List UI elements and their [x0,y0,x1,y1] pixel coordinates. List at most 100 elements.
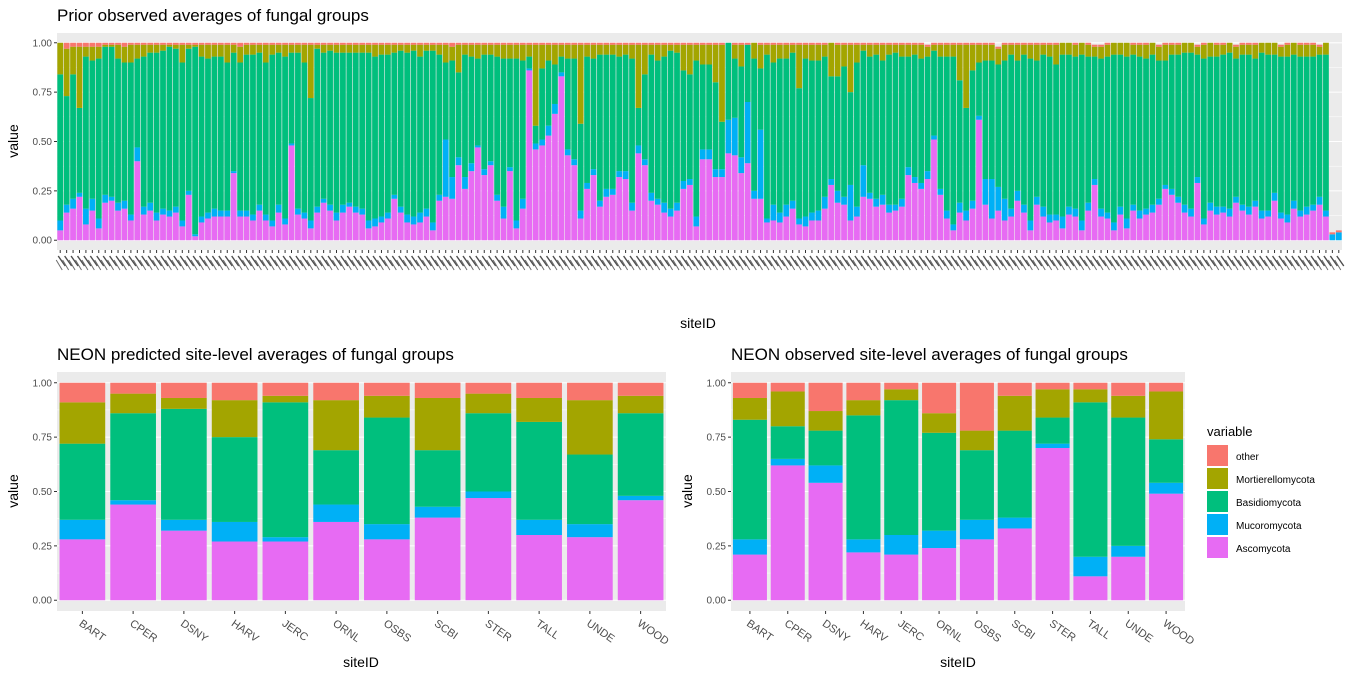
bar-segment-mortierellomycota [365,44,372,53]
bar-segment-basidiomycota [1207,56,1214,203]
bar-segment-mortierellomycota [110,393,156,414]
bar-segment-other [988,42,995,45]
bar-segment-mortierellomycota [943,44,950,57]
bar-segment-ascomycota [516,534,562,601]
bar-segment-mortierellomycota [1297,44,1304,57]
bar-segment-basidiomycota [847,92,854,185]
legend-key-mortierellomycota [1207,468,1228,489]
bar-segment-mucoromycota [327,204,333,211]
bar-segment-other [243,42,250,45]
x-tick-label-mark [494,255,503,267]
bar-segment-mucoromycota [1233,196,1239,203]
bar-segment-other [1168,42,1175,45]
bar-segment-mortierellomycota [719,44,725,122]
bar-segment-ascomycota [567,537,613,601]
bar-segment-mortierellomycota [674,44,680,53]
x-tick-label-mark [308,255,317,267]
bar-segment-mucoromycota [314,206,321,213]
bar-segment-basidiomycota [295,52,301,209]
bar-segment-mortierellomycota [161,397,207,409]
x-tick-label-mark [1218,259,1226,271]
bar-segment-other [884,382,919,390]
bar-segment-basidiomycota [1200,58,1207,219]
bar-segment-ascomycota [764,222,770,241]
bar-segment-other [1143,42,1149,45]
x-tick-label-mark [1162,255,1171,267]
bar-segment-other [83,42,89,47]
bar-segment-mortierellomycota [1130,44,1137,55]
bar-segment-mucoromycota [892,204,899,211]
bar-segment-ascomycota [1162,188,1169,241]
bar-segment-other [776,42,783,45]
x-tick-label-mark [1006,259,1014,271]
x-tick-label-mark [757,255,767,267]
x-tick-label-mark [299,259,307,271]
bar-segment-ascomycota [884,554,919,601]
bar-segment-mucoromycota [1008,208,1015,217]
bar-segment-ascomycota [609,194,616,241]
x-tick-label-mark [1259,255,1268,267]
x-tick-label-mark [822,255,831,267]
bar-segment-basidiomycota [262,402,309,538]
x-tick-label-mark [1199,259,1207,271]
bar-segment-ascomycota [674,210,680,241]
x-tick-label-mark [1193,259,1200,271]
bar-segment-ascomycota [474,147,481,241]
x-tick-label-mark [423,255,433,267]
bar-segment-mortierellomycota [140,44,147,57]
x-tick-label-mark [544,259,551,271]
x-tick-label-mark [980,259,988,271]
x-tick-label-mark [666,259,674,271]
bar-segment-ascomycota [699,159,706,241]
bar-segment-ascomycota [340,212,346,241]
x-tick-label-mark [1270,259,1277,271]
bar-segment-other [956,42,963,45]
bar-segment-mortierellomycota [507,44,513,59]
x-tick-label-mark [884,259,892,271]
bar-segment-ascomycota [313,521,359,601]
bar-segment-mucoromycota [545,125,552,136]
bar-segment-mortierellomycota [1033,44,1040,61]
bar-segment-other [147,42,154,45]
bar-segment-basidiomycota [481,54,488,170]
bar-segment-ascomycota [108,200,115,241]
bar-segment-basidiomycota [770,426,805,459]
bar-segment-other [166,42,173,45]
bar-segment-mortierellomycota [731,44,738,59]
bar-segment-other [346,42,353,45]
bar-segment-other [115,42,121,45]
bar-segment-ascomycota [1323,216,1329,241]
bar-segment-basidiomycota [815,60,822,211]
bar-segment-mortierellomycota [571,44,578,59]
bar-segment-ascomycota [327,210,333,241]
x-tick-label-mark [974,259,982,271]
bar-segment-mucoromycota [976,115,982,120]
bar-segment-mortierellomycota [1239,44,1246,55]
bar-segment-mucoromycota [391,194,398,199]
bar-segment-mortierellomycota [898,44,905,57]
bar-segment-basidiomycota [1040,54,1047,207]
bar-segment-basidiomycota [834,76,841,191]
bar-segment-other [1001,42,1008,45]
bar-segment-ascomycota [918,188,925,241]
x-tick-label-mark [507,255,516,267]
bar-segment-other [661,42,668,45]
bar-segment-basidiomycota [513,58,520,221]
bar-segment-other [886,42,892,45]
bar-segment-mucoromycota [275,204,282,213]
bar-segment-basidiomycota [738,66,745,158]
bar-segment-mucoromycota [808,465,843,483]
bar-segment-ascomycota [121,208,128,241]
bar-segment-mucoromycota [153,212,160,221]
bar-segment-basidiomycota [956,80,963,203]
bar-segment-basidiomycota [584,56,590,183]
bar-segment-ascomycota [364,539,410,601]
x-tick-label-mark [209,259,217,271]
x-tick-label-mark [314,255,323,267]
chart-top-xlabel: siteID [680,315,716,331]
x-tick-label-mark [777,255,786,267]
bar-segment-mortierellomycota [449,46,456,61]
bar-segment-other [327,42,333,45]
x-tick-label-mark [402,259,410,271]
y-tick-label: 0.50 [707,487,727,498]
